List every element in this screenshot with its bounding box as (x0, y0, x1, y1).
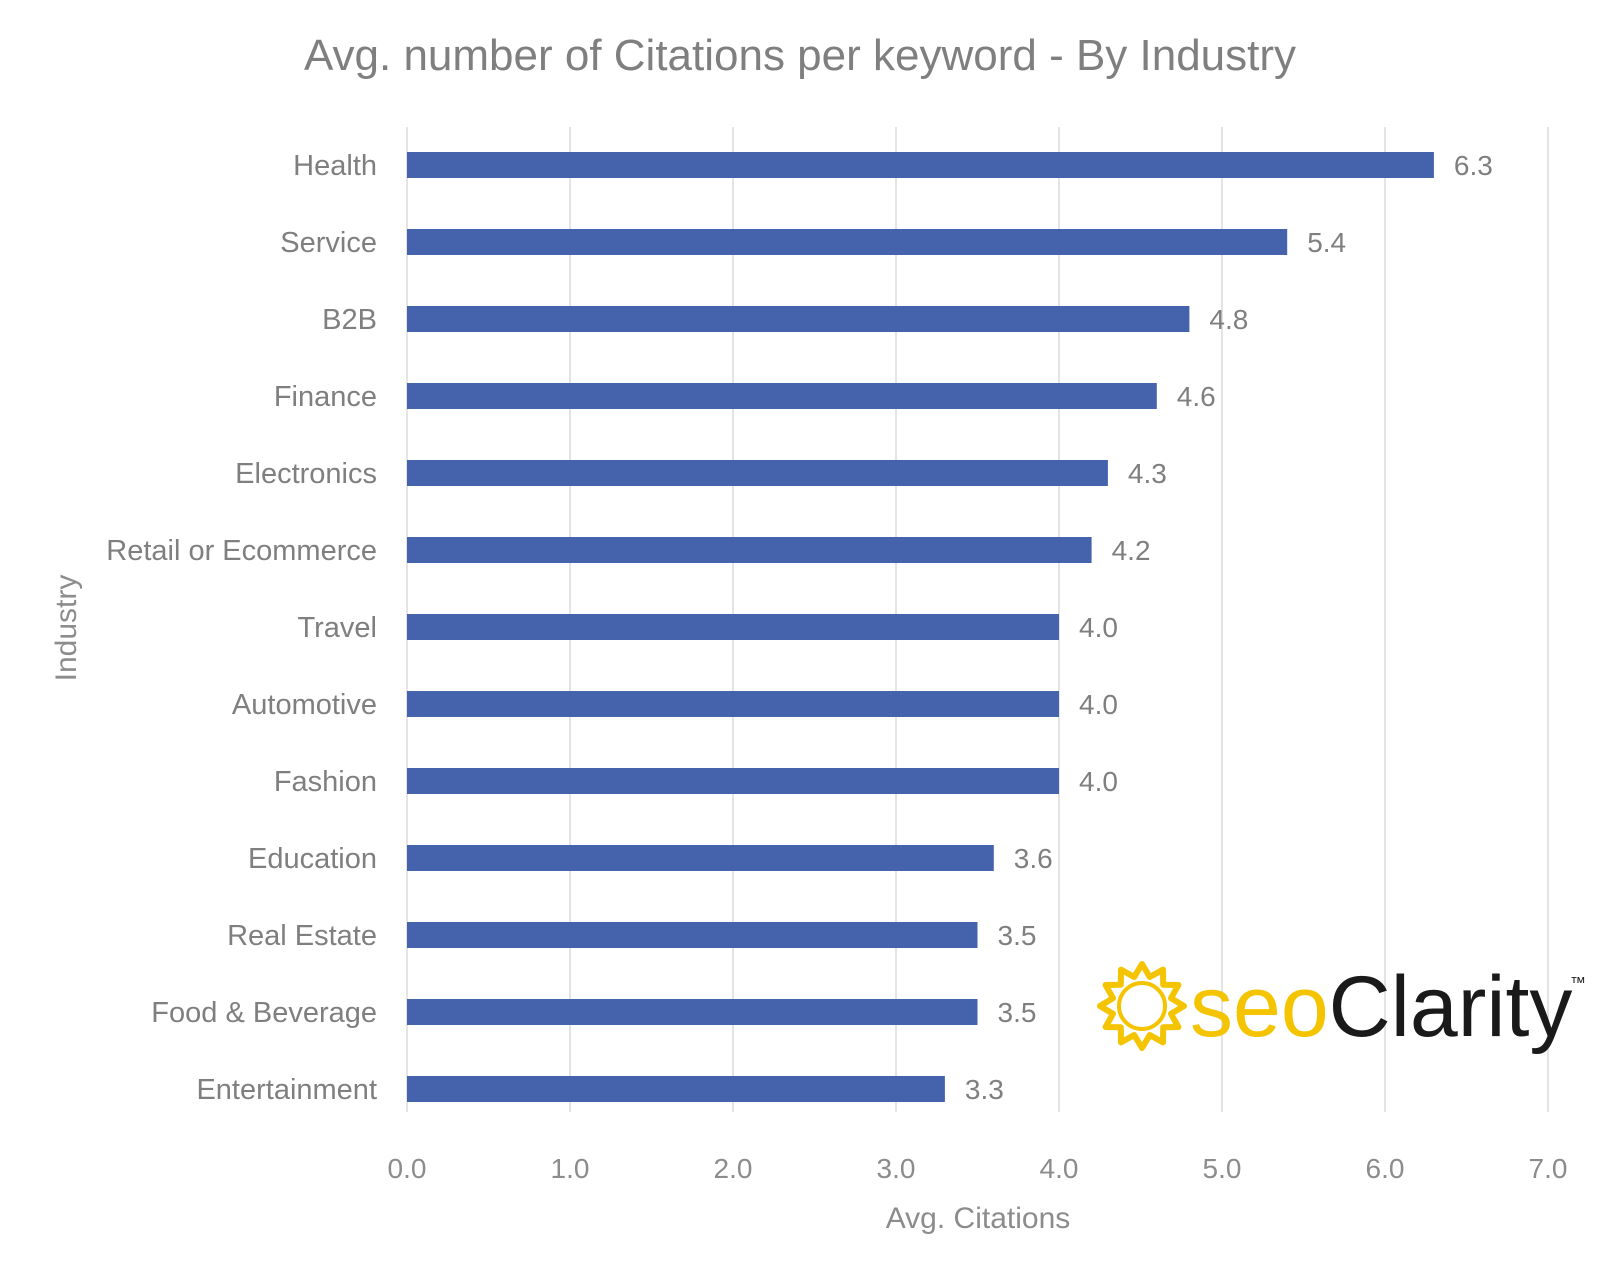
category-label: Education (248, 843, 377, 875)
y-axis-title: Industry (50, 575, 83, 682)
category-label: Service (280, 227, 377, 259)
category-label: Retail or Ecommerce (106, 535, 377, 567)
data-label: 3.5 (998, 997, 1037, 1028)
category-label: Automotive (232, 689, 377, 721)
bar-3 (407, 383, 1157, 409)
logo-trademark: ™ (1570, 975, 1586, 992)
data-label: 4.6 (1177, 381, 1216, 412)
bar-12 (407, 1076, 945, 1102)
category-labels: Health Service B2B Finance Electronics Retail… (106, 150, 377, 1106)
data-labels: 6.3 5.4 4.8 4.6 4.3 4.2 4.0 4.0 4.0 3.6 3.5 3.5 3.3 (965, 150, 1493, 1105)
data-label: 4.0 (1079, 689, 1118, 720)
bar-2 (407, 306, 1190, 332)
data-label: 3.6 (1014, 843, 1053, 874)
bar-6 (407, 614, 1059, 640)
category-label: Entertainment (196, 1074, 377, 1106)
data-label: 4.0 (1079, 766, 1118, 797)
data-label: 6.3 (1454, 150, 1493, 181)
data-label: 3.3 (965, 1074, 1004, 1105)
x-tick-labels: 0.0 1.0 2.0 3.0 4.0 5.0 6.0 7.0 (388, 1153, 1568, 1184)
x-tick-label: 5.0 (1203, 1153, 1242, 1184)
chart-title: Avg. number of Citations per keyword - B… (304, 31, 1296, 80)
bar-0 (407, 152, 1434, 178)
logo-wordmark: seoClarity (1190, 959, 1572, 1055)
logo-seo: seo (1190, 959, 1329, 1055)
bar-5 (407, 537, 1092, 563)
data-label: 4.0 (1079, 612, 1118, 643)
x-tick-label: 1.0 (551, 1153, 590, 1184)
category-label: Health (293, 150, 377, 182)
bar-9 (407, 845, 994, 871)
category-label: Travel (298, 612, 378, 644)
data-label: 5.4 (1307, 227, 1346, 258)
data-label: 3.5 (998, 920, 1037, 951)
x-tick-label: 2.0 (714, 1153, 753, 1184)
bar-11 (407, 999, 978, 1025)
category-label: Food & Beverage (151, 997, 377, 1029)
logo-clarity: Clarity (1329, 959, 1573, 1055)
bars (407, 152, 1434, 1102)
x-tick-label: 4.0 (1040, 1153, 1079, 1184)
sun-burst-icon (1097, 961, 1187, 1051)
x-tick-label: 6.0 (1366, 1153, 1405, 1184)
category-label: Finance (274, 381, 377, 413)
bar-10 (407, 922, 978, 948)
bar-8 (407, 768, 1059, 794)
seoclarity-logo: seoClarity ™ (1097, 959, 1586, 1055)
x-tick-label: 7.0 (1529, 1153, 1568, 1184)
category-label: Fashion (274, 766, 377, 798)
data-label: 4.3 (1128, 458, 1167, 489)
category-label: Electronics (235, 458, 377, 490)
x-axis-title: Avg. Citations (886, 1202, 1071, 1235)
x-tick-label: 0.0 (388, 1153, 427, 1184)
bar-7 (407, 691, 1059, 717)
category-label: Real Estate (227, 920, 377, 952)
category-label: B2B (322, 304, 377, 336)
bar-1 (407, 229, 1288, 255)
bar-4 (407, 460, 1108, 486)
x-tick-label: 3.0 (877, 1153, 916, 1184)
data-label: 4.8 (1209, 304, 1248, 335)
data-label: 4.2 (1112, 535, 1151, 566)
